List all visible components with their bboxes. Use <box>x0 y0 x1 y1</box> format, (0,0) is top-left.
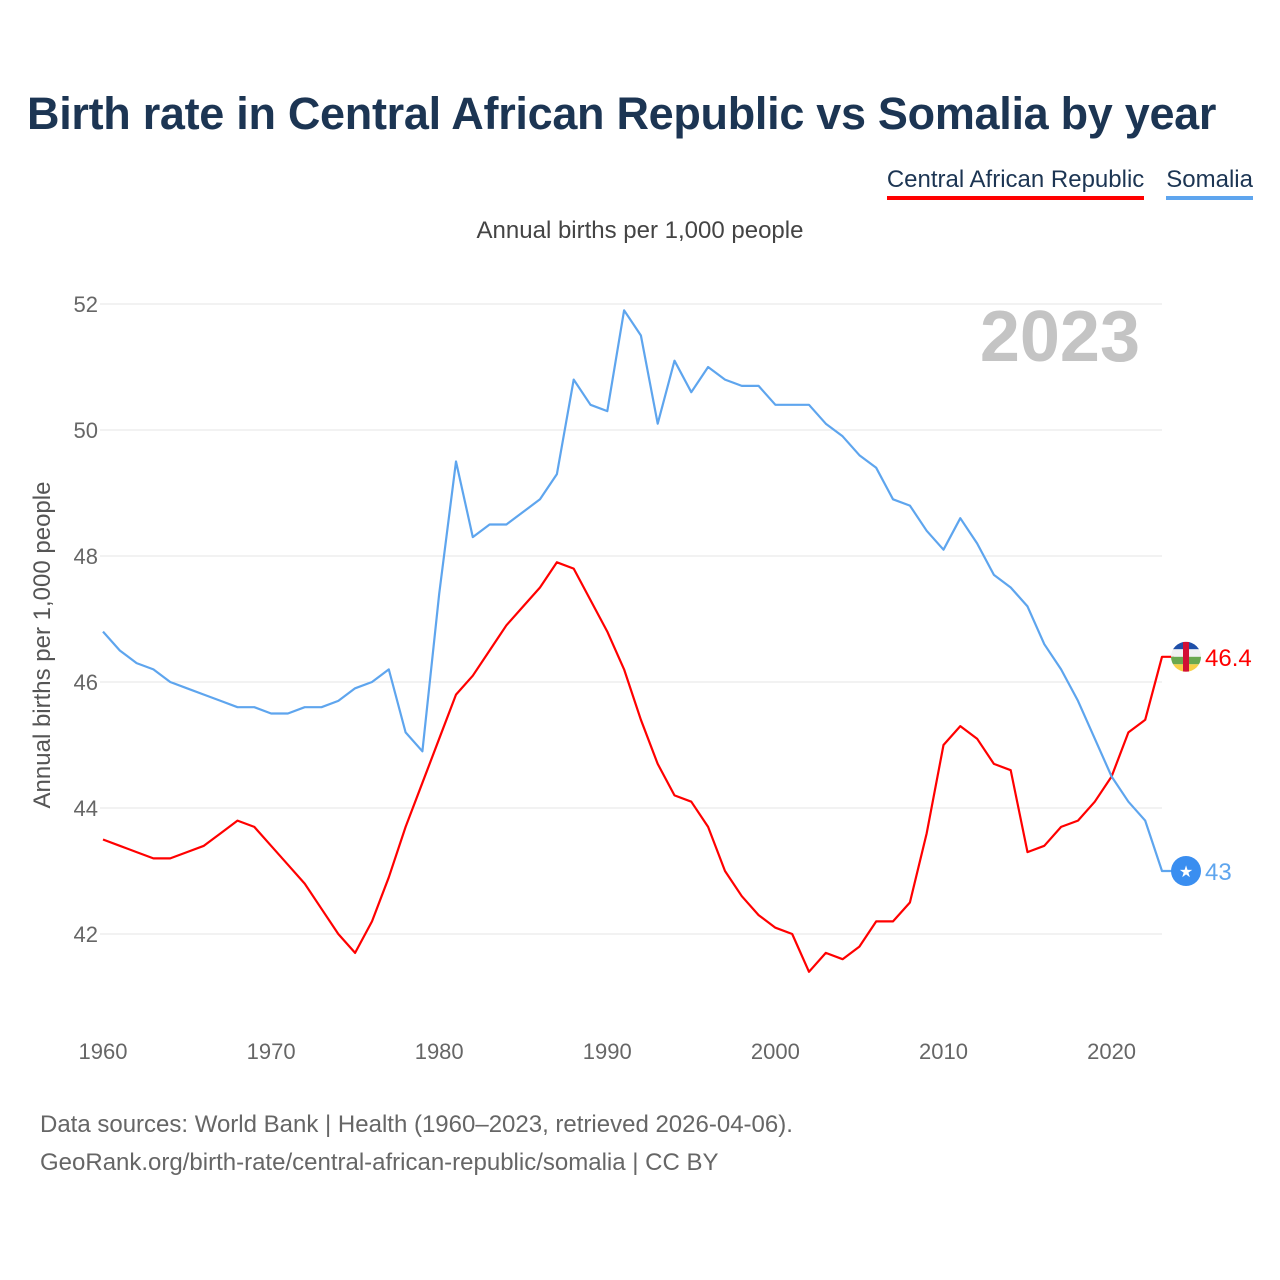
legend-item-somalia[interactable]: Somalia <box>1166 166 1253 200</box>
y-tick-label: 46 <box>74 670 98 695</box>
x-tick-label: 1960 <box>79 1039 128 1064</box>
y-tick-label: 44 <box>74 796 98 821</box>
end-value-label: 43 <box>1205 859 1232 886</box>
year-watermark: 2023 <box>980 297 1140 377</box>
series-line-somalia <box>102 309 1174 873</box>
y-tick-label: 50 <box>74 418 98 443</box>
x-tick-label: 1970 <box>247 1039 296 1064</box>
x-tick-label: 2020 <box>1087 1039 1136 1064</box>
chart-subtitle: Annual births per 1,000 people <box>476 217 804 244</box>
footer: Data sources: World Bank | Health (1960–… <box>40 1106 793 1182</box>
y-tick-label: 42 <box>74 922 98 947</box>
end-value-label: 46.4 <box>1205 645 1252 672</box>
central-african-republic-flag-icon <box>1171 641 1201 672</box>
x-tick-label: 1990 <box>583 1039 632 1064</box>
y-tick-label: 48 <box>74 544 98 569</box>
y-tick-label: 52 <box>74 292 98 317</box>
footer-link[interactable]: GeoRank.org/birth-rate/central-african-r… <box>40 1149 719 1176</box>
somalia-flag-icon: ★ <box>1171 856 1201 886</box>
x-tick-label: 1980 <box>415 1039 464 1064</box>
svg-text:★: ★ <box>1179 864 1193 881</box>
x-tick-label: 2010 <box>919 1039 968 1064</box>
series-line-central-african-republic <box>102 561 1174 973</box>
chart-title: Birth rate in Central African Republic v… <box>27 88 1217 139</box>
footer-sources: Data sources: World Bank | Health (1960–… <box>40 1111 793 1138</box>
legend: Central African Republic Somalia <box>886 166 1253 200</box>
legend-item-central-african-republic[interactable]: Central African Republic <box>886 166 1145 200</box>
y-axis-label: Annual births per 1,000 people <box>29 482 56 809</box>
x-tick-label: 2000 <box>751 1039 800 1064</box>
